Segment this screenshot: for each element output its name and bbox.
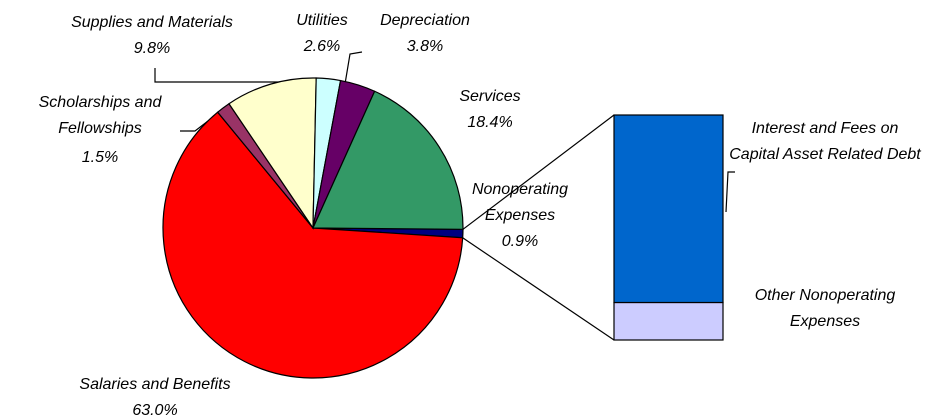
slice-value-label: 1.5% <box>81 149 119 166</box>
leader-line <box>725 171 735 213</box>
slice-label: Scholarships and Fellowships <box>38 94 162 137</box>
bar-segment <box>613 114 724 304</box>
slice-value-label: 2.6% <box>303 38 341 55</box>
bar-segment-label: Other Nonoperating Expenses <box>754 287 896 330</box>
leader-line <box>344 51 363 85</box>
slice-label: Utilities <box>296 12 348 29</box>
pie-slice <box>162 111 464 379</box>
slice-label: Supplies and Materials <box>71 14 233 31</box>
slice-label: Nonoperating Expenses <box>471 181 569 224</box>
leader-line <box>180 120 209 132</box>
slice-value-label: 9.8% <box>133 40 171 57</box>
connector-line <box>462 114 615 230</box>
slice-label: Services <box>459 88 521 105</box>
bar-segment <box>613 301 724 341</box>
bar-segment-label: Interest and Fees on Capital Asset Relat… <box>729 120 921 163</box>
slice-value-label: 18.4% <box>467 114 513 131</box>
slice-value-label: 0.9% <box>501 233 539 250</box>
slice-label: Salaries and Benefits <box>79 376 231 393</box>
pie-slice <box>312 90 464 230</box>
connector-line <box>462 237 615 341</box>
slice-label: Depreciation <box>380 12 470 29</box>
slice-value-label: 3.8% <box>406 38 444 55</box>
pie-slice <box>228 77 317 230</box>
slice-value-label: 63.0% <box>132 402 178 418</box>
